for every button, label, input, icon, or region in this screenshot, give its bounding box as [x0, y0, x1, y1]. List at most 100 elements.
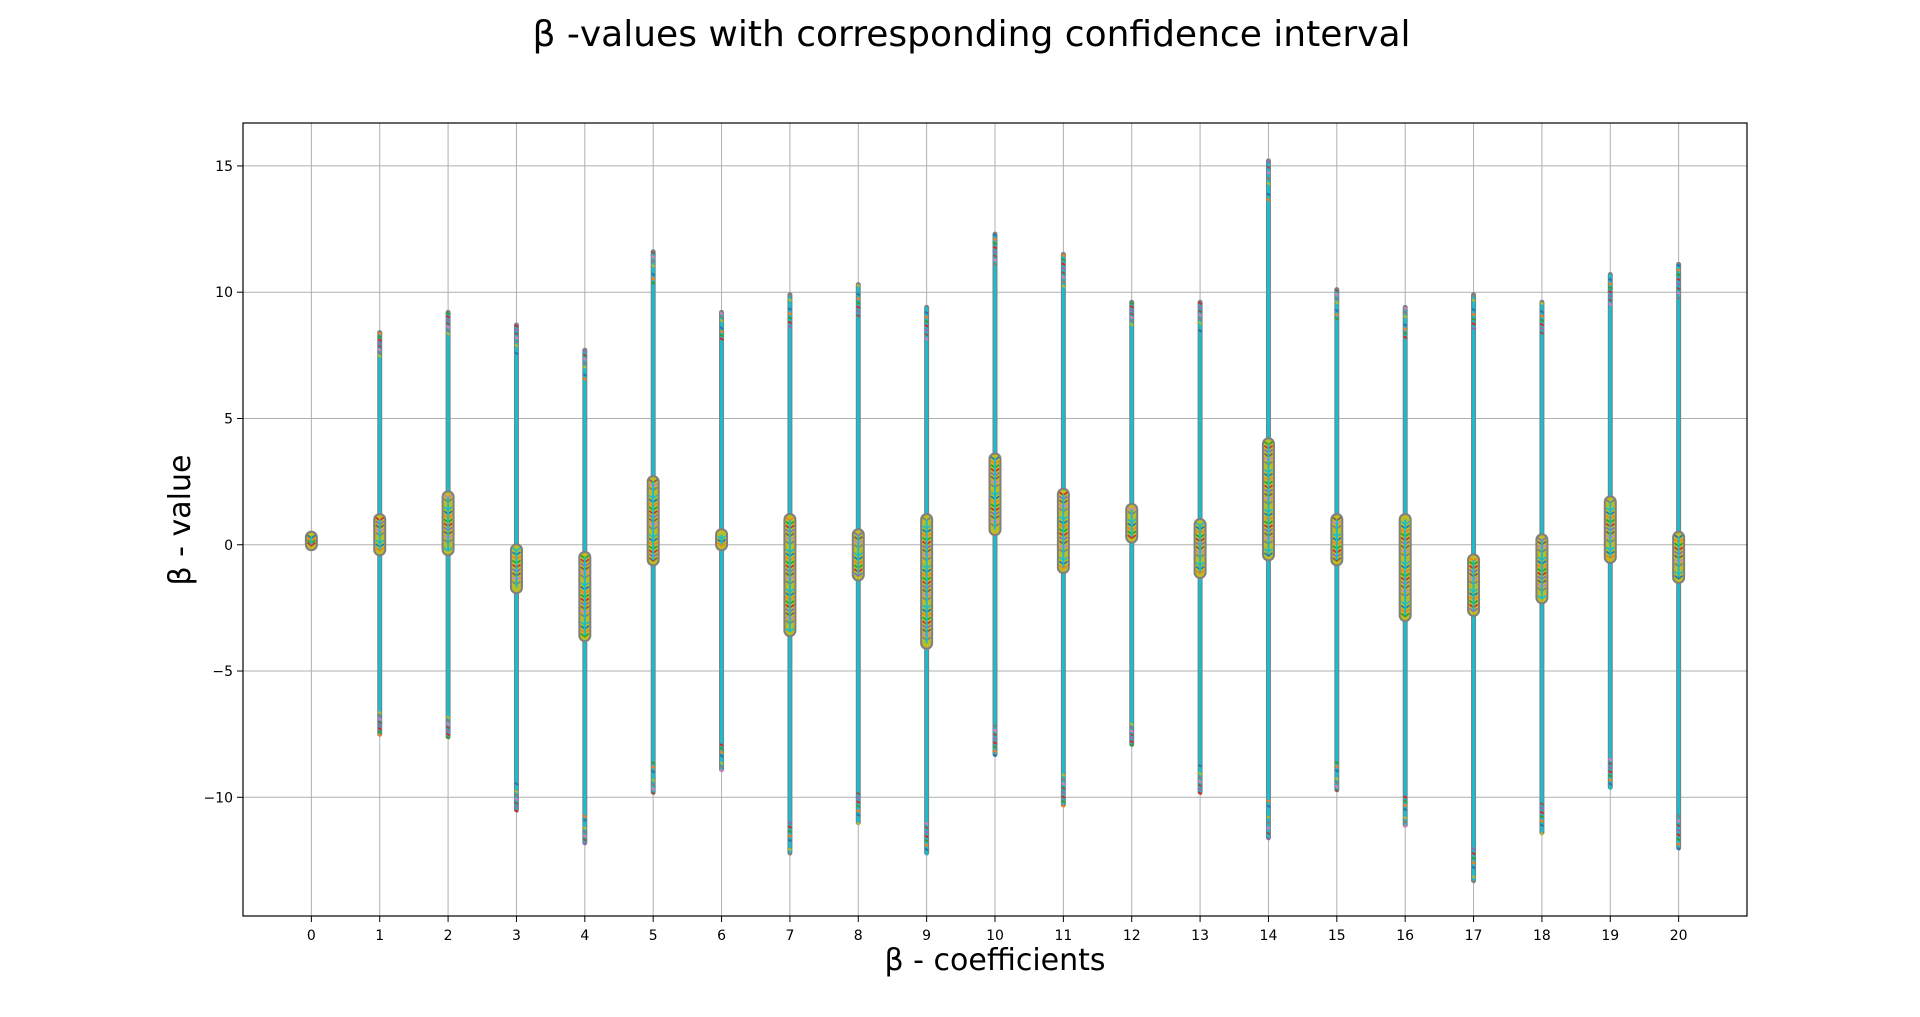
ci-end-speckle: [1266, 820, 1271, 825]
ci-end-speckle: [1266, 181, 1271, 186]
x-tick-label: 7: [785, 928, 794, 944]
error-bars: [304, 158, 1686, 884]
x-tick-label: 1: [375, 928, 384, 944]
coefficient-2-errorbar: [441, 309, 455, 740]
ci-end-speckle: [787, 298, 792, 303]
axis-ticks: 0 1 2 3 4 5 6 7 8 9 10 11 12 13 14 15 16 17 18 19 20−10−5051…: [203, 159, 1687, 944]
ci-end-speckle: [1198, 313, 1203, 317]
ci-end-speckle: [856, 309, 861, 314]
ci-end-speckle: [446, 311, 451, 316]
ci-end-speckle: [1676, 837, 1681, 842]
ci-end-speckle: [377, 726, 382, 731]
ci-end-speckle: [924, 830, 929, 834]
ci-end-speckle: [1608, 277, 1613, 282]
ci-end-speckle: [1198, 324, 1203, 329]
ci-end-speckle: [924, 847, 929, 852]
ci-end-speckle: [582, 373, 587, 377]
ci-end-speckle: [1539, 823, 1544, 828]
ci-end-speckle: [924, 834, 929, 839]
ci-end-speckle: [582, 377, 587, 381]
estimate-chevron: [785, 627, 795, 633]
ci-end-speckle: [1129, 736, 1134, 741]
ci-end-speckle: [1676, 842, 1681, 846]
x-tick-label: 8: [854, 928, 863, 944]
ci-end-speckle: [1676, 272, 1681, 277]
ci-end-speckle: [1334, 768, 1339, 773]
ci-end-speckle: [1198, 783, 1203, 788]
ci-end-speckle: [1403, 824, 1408, 828]
ci-end-speckle: [1129, 725, 1134, 730]
estimate-chevron: [1195, 569, 1205, 575]
ci-end-speckle: [582, 822, 587, 826]
ci-end-speckle: [1539, 331, 1544, 335]
ci-end-speckle: [514, 343, 519, 348]
ci-end-speckle: [582, 353, 587, 358]
ci-end-speckle: [719, 768, 724, 773]
ci-end-speckle: [651, 268, 656, 272]
ci-end-speckle: [1471, 303, 1476, 307]
ci-end-speckle: [1266, 176, 1271, 180]
ci-end-speckle: [856, 795, 861, 800]
ci-end-speckle: [1266, 160, 1271, 164]
ci-end-speckle: [1266, 815, 1271, 819]
ci-end-speckle: [514, 351, 519, 356]
ci-end-speckle: [856, 283, 861, 288]
ci-end-speckle: [992, 233, 998, 237]
ci-end-speckle: [1198, 779, 1203, 784]
ci-end-speckle: [787, 325, 792, 329]
ci-end-speckle: [1471, 847, 1476, 851]
ci-end-speckle: [1471, 293, 1476, 298]
ci-end-speckle: [1334, 764, 1339, 769]
ci-end-speckle: [1403, 327, 1408, 331]
ci-end-speckle: [1061, 799, 1066, 804]
ci-end-speckle: [719, 746, 724, 751]
coefficient-6-errorbar: [715, 309, 729, 773]
ci-end-speckle: [1539, 318, 1544, 323]
estimate-chevron: [1332, 557, 1342, 562]
ci-end-speckle: [582, 834, 587, 838]
ci-end-speckle: [1334, 288, 1339, 293]
ci-end-speckle: [992, 249, 998, 254]
ci-end-speckle: [1539, 827, 1544, 832]
ci-end-speckle: [787, 834, 792, 838]
ci-end-speckle: [377, 334, 382, 339]
ci-end-speckle: [1334, 780, 1339, 785]
ci-end-speckle: [1403, 799, 1408, 804]
ci-end-speckle: [719, 754, 724, 758]
ci-end-speckle: [1334, 772, 1339, 777]
ci-end-speckle: [924, 838, 929, 843]
ci-end-speckle: [1471, 861, 1476, 865]
ci-end-speckle: [1676, 296, 1681, 300]
ci-end-speckle: [1198, 763, 1203, 768]
ci-end-speckle: [787, 820, 792, 825]
x-tick-label: 20: [1670, 928, 1688, 944]
estimate-chevron: [717, 542, 727, 547]
ci-end-speckle: [377, 714, 382, 718]
ci-end-speckle: [1061, 266, 1066, 271]
ci-end-speckle: [446, 325, 451, 329]
ci-end-speckle: [582, 841, 587, 846]
ci-end-speckle: [446, 712, 451, 716]
ci-end-speckle: [719, 333, 724, 338]
x-tick-label: 19: [1601, 928, 1619, 944]
ci-end-speckle: [924, 323, 929, 328]
x-tick-label: 15: [1328, 928, 1346, 944]
ci-end-speckle: [856, 288, 861, 292]
ci-end-speckle: [377, 351, 382, 355]
ci-end-speckle: [377, 354, 382, 358]
x-tick-label: 9: [922, 928, 931, 944]
x-axis-title: β - coefficients: [884, 943, 1105, 978]
ci-end-speckle: [924, 319, 929, 324]
ci-end-speckle: [787, 825, 792, 829]
ci-end-speckle: [992, 237, 998, 242]
coefficient-0-errorbar: [304, 530, 318, 552]
ci-end-speckle: [651, 791, 656, 796]
ci-end-speckle: [992, 724, 998, 729]
estimate-chevron: [922, 640, 932, 646]
ci-end-speckle: [514, 335, 519, 340]
ci-end-speckle: [992, 749, 998, 754]
ci-end-speckle: [1129, 312, 1134, 316]
estimate-chevron: [1263, 552, 1273, 557]
ci-end-speckle: [1198, 775, 1203, 780]
ci-end-speckle: [1539, 814, 1544, 819]
